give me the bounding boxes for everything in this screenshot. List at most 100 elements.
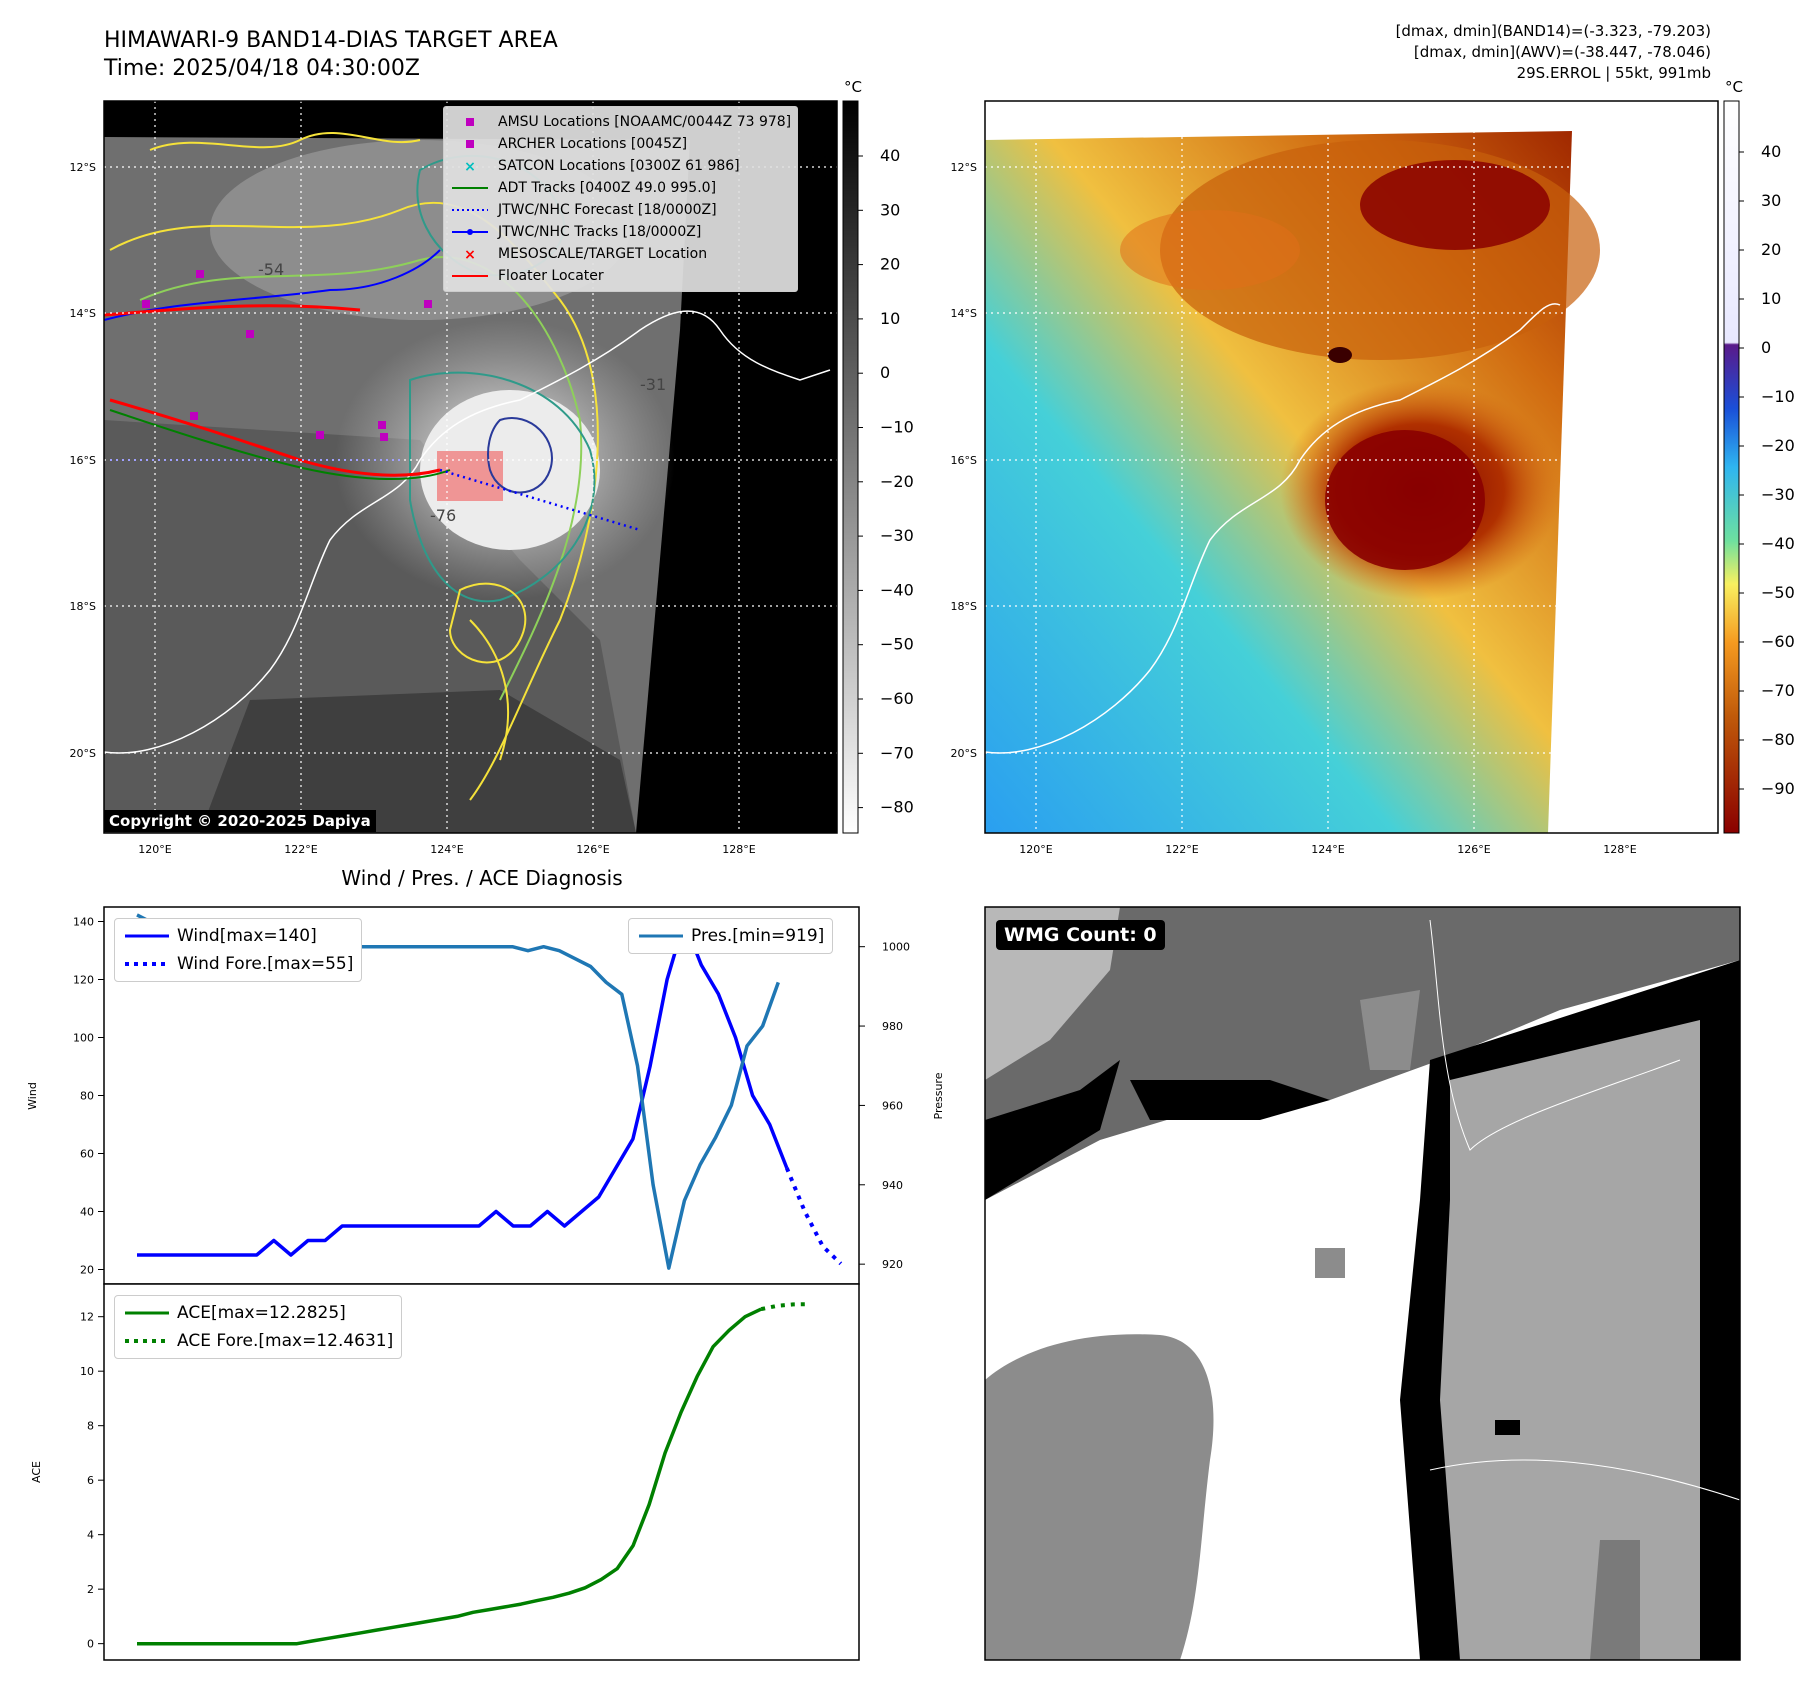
map-legend-item: AMSU Locations [NOAAMC/0044Z 73 978] bbox=[450, 111, 791, 133]
svg-text:124°E: 124°E bbox=[1311, 843, 1344, 856]
map-legend-label: JTWC/NHC Tracks [18/0000Z] bbox=[498, 224, 702, 240]
colorbar-tick-label: 10 bbox=[880, 309, 900, 328]
contour-label-76: -76 bbox=[430, 506, 456, 525]
svg-text:120°E: 120°E bbox=[138, 843, 171, 856]
wind-forecast-line bbox=[784, 1167, 843, 1266]
map-legend-item: JTWC/NHC Tracks [18/0000Z] bbox=[450, 221, 791, 243]
colorbar-tick-label: −10 bbox=[880, 418, 914, 437]
colorbar-tick-label: −20 bbox=[1761, 436, 1795, 455]
contour-label-54: -54 bbox=[258, 260, 284, 279]
map-legend-label: ADT Tracks [0400Z 49.0 995.0] bbox=[498, 180, 717, 196]
colorbar-tick-label: 20 bbox=[880, 255, 900, 274]
svg-text:20°S: 20°S bbox=[951, 747, 977, 760]
ace-tick-label: 10 bbox=[80, 1365, 94, 1378]
colorbar-tick-label: −40 bbox=[1761, 534, 1795, 553]
svg-text:14°S: 14°S bbox=[70, 307, 96, 320]
coastline-color bbox=[984, 303, 1561, 754]
legend-pres: Pres.[min=919] bbox=[691, 926, 825, 946]
storm-info: 29S.ERROL | 55kt, 991mb bbox=[1516, 64, 1711, 82]
svg-text:×: × bbox=[464, 247, 476, 261]
colorbar-tick-label: −50 bbox=[880, 635, 914, 654]
colorbar-tick-label: 0 bbox=[880, 363, 890, 382]
colorbar-tick-label: 10 bbox=[1761, 289, 1781, 308]
map-legend-label: Floater Locater bbox=[498, 268, 604, 284]
svg-text:20°S: 20°S bbox=[70, 747, 96, 760]
colorbar-tick-label: −30 bbox=[880, 526, 914, 545]
svg-text:128°E: 128°E bbox=[1603, 843, 1636, 856]
svg-text:124°E: 124°E bbox=[430, 843, 463, 856]
color-map-panel bbox=[984, 100, 1719, 834]
colorbar-tick-label: −30 bbox=[1761, 485, 1795, 504]
ir-map-panel: -76 -54 -31 bbox=[103, 100, 838, 834]
colorbar2-unit: °C bbox=[1725, 78, 1743, 96]
colorbar-tick-label: −80 bbox=[880, 798, 914, 817]
colorbar-unit: °C bbox=[844, 78, 862, 96]
map-legend-item: × SATCON Locations [0300Z 61 986] bbox=[450, 155, 791, 177]
wmg-count-badge: WMG Count: 0 bbox=[996, 920, 1165, 950]
time-stamp: Time: 2025/04/18 04:30:00Z bbox=[104, 56, 420, 81]
ace-tick-label: 12 bbox=[80, 1311, 94, 1324]
map-legend-label: AMSU Locations [NOAAMC/0044Z 73 978] bbox=[498, 114, 792, 130]
colorbar-tick-label: 30 bbox=[1761, 191, 1781, 210]
track-jtwc-1 bbox=[103, 249, 441, 321]
svg-text:128°E: 128°E bbox=[722, 843, 755, 856]
copyright-label: Copyright © 2020-2025 Dapiya bbox=[104, 810, 376, 832]
colorbar-tick-label: 40 bbox=[880, 146, 900, 165]
map-legend-item: JTWC/NHC Forecast [18/0000Z] bbox=[450, 199, 791, 221]
color-map-gridlines bbox=[985, 101, 1718, 833]
map2-lat-labels: 12°S 14°S 16°S 18°S 20°S bbox=[951, 161, 977, 760]
ace-legend: ACE[max=12.2825] ACE Fore.[max=12.4631] bbox=[114, 1295, 403, 1359]
gray-colorbar: °C 40 30 20 10 0 −10 −20 −30 −40 −50 −60 −70 −80 bbox=[842, 78, 914, 834]
svg-text:18°S: 18°S bbox=[70, 600, 96, 613]
map-legend-label: JTWC/NHC Forecast [18/0000Z] bbox=[498, 202, 717, 218]
map-legend-label: SATCON Locations [0300Z 61 986] bbox=[498, 158, 740, 174]
svg-text:×: × bbox=[464, 159, 476, 173]
colorbar-tick-label: −40 bbox=[880, 580, 914, 599]
colorbar-tick-label: −20 bbox=[880, 472, 914, 491]
colorbar-tick-label: 0 bbox=[1761, 338, 1771, 357]
colorbar-tick-label: −60 bbox=[880, 689, 914, 708]
map1-lat-labels: 12°S 14°S 16°S 18°S 20°S bbox=[70, 161, 96, 760]
svg-text:12°S: 12°S bbox=[70, 161, 96, 174]
wind-tick-label: 40 bbox=[80, 1206, 94, 1219]
wind-tick-label: 100 bbox=[73, 1032, 94, 1045]
legend-ace-fore: ACE Fore.[max=12.4631] bbox=[177, 1331, 394, 1351]
wind-tick-label: 60 bbox=[80, 1148, 94, 1161]
chart-title: HIMAWARI-9 BAND14-DIAS TARGET AREA bbox=[104, 28, 558, 53]
pressure-tick-label: 960 bbox=[882, 1099, 903, 1112]
svg-text:126°E: 126°E bbox=[576, 843, 609, 856]
pressure-tick-label: 980 bbox=[882, 1020, 903, 1033]
pressure-tick-label: 920 bbox=[882, 1258, 903, 1271]
legend-wind-fore: Wind Fore.[max=55] bbox=[177, 954, 354, 974]
svg-text:122°E: 122°E bbox=[1165, 843, 1198, 856]
ace-tick-label: 6 bbox=[87, 1474, 94, 1487]
svg-text:126°E: 126°E bbox=[1457, 843, 1490, 856]
pressure-legend: Pres.[min=919] bbox=[628, 918, 834, 954]
dmax-band14: [dmax, dmin](BAND14)=(-3.323, -79.203) bbox=[1395, 22, 1711, 40]
svg-text:16°S: 16°S bbox=[70, 454, 96, 467]
pressure-axis-label: Pressure bbox=[932, 1072, 945, 1119]
colorbar-tick-label: 40 bbox=[1761, 142, 1781, 161]
pressure-tick-label: 940 bbox=[882, 1179, 903, 1192]
svg-text:122°E: 122°E bbox=[284, 843, 317, 856]
wmg-panel bbox=[984, 906, 1741, 1661]
svg-text:120°E: 120°E bbox=[1019, 843, 1052, 856]
legend-ace: ACE[max=12.2825] bbox=[177, 1303, 346, 1323]
ace-tick-label: 0 bbox=[87, 1638, 94, 1651]
map-legend-item: ADT Tracks [0400Z 49.0 995.0] bbox=[450, 177, 791, 199]
map-legend: AMSU Locations [NOAAMC/0044Z 73 978] ARCH… bbox=[443, 106, 799, 292]
colorbar-tick-label: −50 bbox=[1761, 583, 1795, 602]
colorbar-tick-label: −70 bbox=[880, 743, 914, 762]
floater-track-1 bbox=[103, 304, 361, 317]
map1-lon-labels: 120°E 122°E 124°E 126°E 128°E bbox=[138, 843, 755, 856]
map2-lon-labels: 120°E 122°E 124°E 126°E 128°E bbox=[1019, 843, 1636, 856]
colorbar-tick-label: −70 bbox=[1761, 681, 1795, 700]
colorbar-tick-label: 20 bbox=[1761, 240, 1781, 259]
svg-text:12°S: 12°S bbox=[951, 161, 977, 174]
legend-wind: Wind[max=140] bbox=[177, 926, 317, 946]
wind-tick-label: 20 bbox=[80, 1264, 94, 1277]
diag-title: Wind / Pres. / ACE Diagnosis bbox=[341, 866, 622, 890]
amsu-markers bbox=[142, 270, 432, 441]
colorbar-tick-label: −80 bbox=[1761, 730, 1795, 749]
